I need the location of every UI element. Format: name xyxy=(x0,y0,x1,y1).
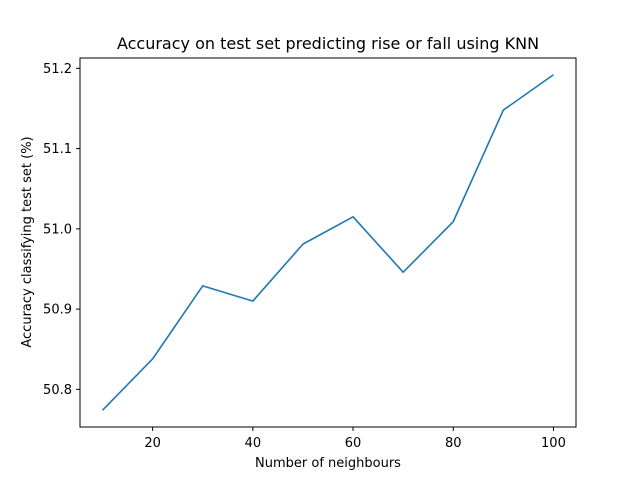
x-tick-label: 100 xyxy=(541,436,566,451)
plot-area xyxy=(79,57,577,428)
x-tick-label: 20 xyxy=(144,436,161,451)
series-line xyxy=(101,74,554,411)
y-axis-label: Accuracy classifying test set (%) xyxy=(20,136,35,347)
y-tick-label: 51.0 xyxy=(43,222,72,237)
x-tick-label: 80 xyxy=(445,436,462,451)
y-tick-label: 51.1 xyxy=(43,142,72,157)
axes-frame xyxy=(79,57,577,428)
y-tick-label: 50.9 xyxy=(43,303,72,318)
chart-title: Accuracy on test set predicting rise or … xyxy=(117,34,539,53)
y-axis: 50.8 50.9 51.0 51.1 51.2 xyxy=(43,62,80,398)
x-tick-label: 40 xyxy=(245,436,262,451)
y-tick-label: 51.2 xyxy=(43,62,72,77)
x-axis-label: Number of neighbours xyxy=(255,456,401,471)
y-tick-label: 50.8 xyxy=(43,383,72,398)
x-tick-label: 60 xyxy=(345,436,362,451)
x-axis: 20 40 60 80 100 xyxy=(144,427,566,451)
